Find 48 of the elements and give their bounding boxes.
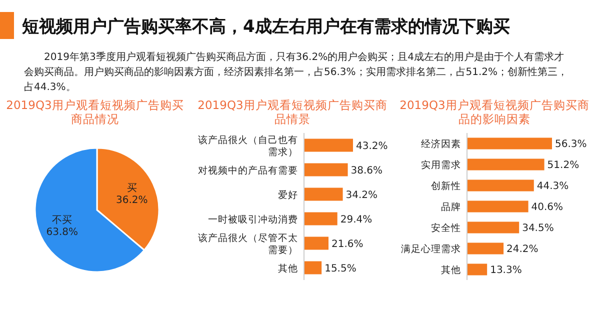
- data-label: 51.2%: [547, 160, 580, 171]
- data-label: 38.6%: [350, 165, 383, 176]
- y-tick-label: 其他: [278, 262, 298, 274]
- bar: [467, 222, 520, 234]
- y-tick-label: 爱好: [278, 188, 298, 201]
- y-tick-label: 安全性: [431, 222, 461, 234]
- bar: [467, 158, 544, 170]
- chart-title: 2019Q3用户观看短视频广告购买商品情景: [198, 98, 388, 126]
- data-label: 13.3%: [490, 265, 522, 276]
- data-label: 40.6%: [531, 202, 564, 213]
- data-label: 24.2%: [506, 244, 538, 255]
- bar: [304, 236, 328, 250]
- data-label: 36.2%: [116, 194, 148, 206]
- bar: [304, 163, 348, 176]
- y-tick-label: 满足心理需求: [401, 243, 461, 255]
- data-label: 56.3%: [555, 139, 587, 150]
- chart-title: 2019Q3用户观看短视频广告购买商品的影响因素: [400, 98, 590, 126]
- chart-title: 2019Q3用户观看短视频广告购买商品情况: [6, 98, 184, 126]
- y-tick-label: 一时被吸引冲动消费: [208, 213, 298, 226]
- data-label: 44.3%: [536, 181, 569, 192]
- data-label: 21.6%: [332, 238, 364, 250]
- y-tick-label: 其他: [441, 264, 461, 276]
- y-tick-label: 实用需求: [421, 159, 461, 171]
- bar: [467, 200, 528, 212]
- data-label: 34.5%: [522, 223, 554, 234]
- bar: [467, 264, 488, 276]
- text: 2019年第3季度用户观看短视频广告购买商品方面，只有36.2%的用户会购买；且4成左右的用户是由于个人有需求才会购买商品。用户购买商品的影响因素方面，经济因素排名第一，占56.3%；实用需求排名第二，占51.2%；创新性第三，占44.3%。: [24, 51, 568, 93]
- data-label: 15.5%: [324, 263, 356, 274]
- data-label: 43.2%: [356, 140, 388, 152]
- y-tick-label: 经济因素: [421, 138, 461, 150]
- bar: [304, 212, 338, 226]
- bar: [467, 180, 534, 192]
- data-label: 63.8%: [46, 227, 78, 238]
- data-label: 29.4%: [340, 214, 372, 226]
- y-tick-label: 该产品很火（自己也有需求）: [198, 134, 298, 158]
- bar: [304, 261, 322, 274]
- bar: [304, 188, 343, 201]
- bar: [304, 138, 353, 152]
- y-tick-label: 品牌: [441, 201, 461, 213]
- y-tick-label: 创新性: [431, 180, 461, 192]
- text: 短视频用户广告购买率不高，4成左右用户在有需求的情况下购买: [21, 17, 510, 37]
- y-tick-label: 该产品很火（尽管不太需要）: [198, 232, 298, 256]
- bar: [467, 138, 552, 150]
- data-label: 34.2%: [346, 190, 378, 201]
- y-tick-label: 对视频中的产品有需要: [198, 164, 298, 176]
- slice-label: 买: [126, 182, 137, 194]
- slice-label: 不买: [52, 215, 72, 226]
- bar: [467, 242, 504, 254]
